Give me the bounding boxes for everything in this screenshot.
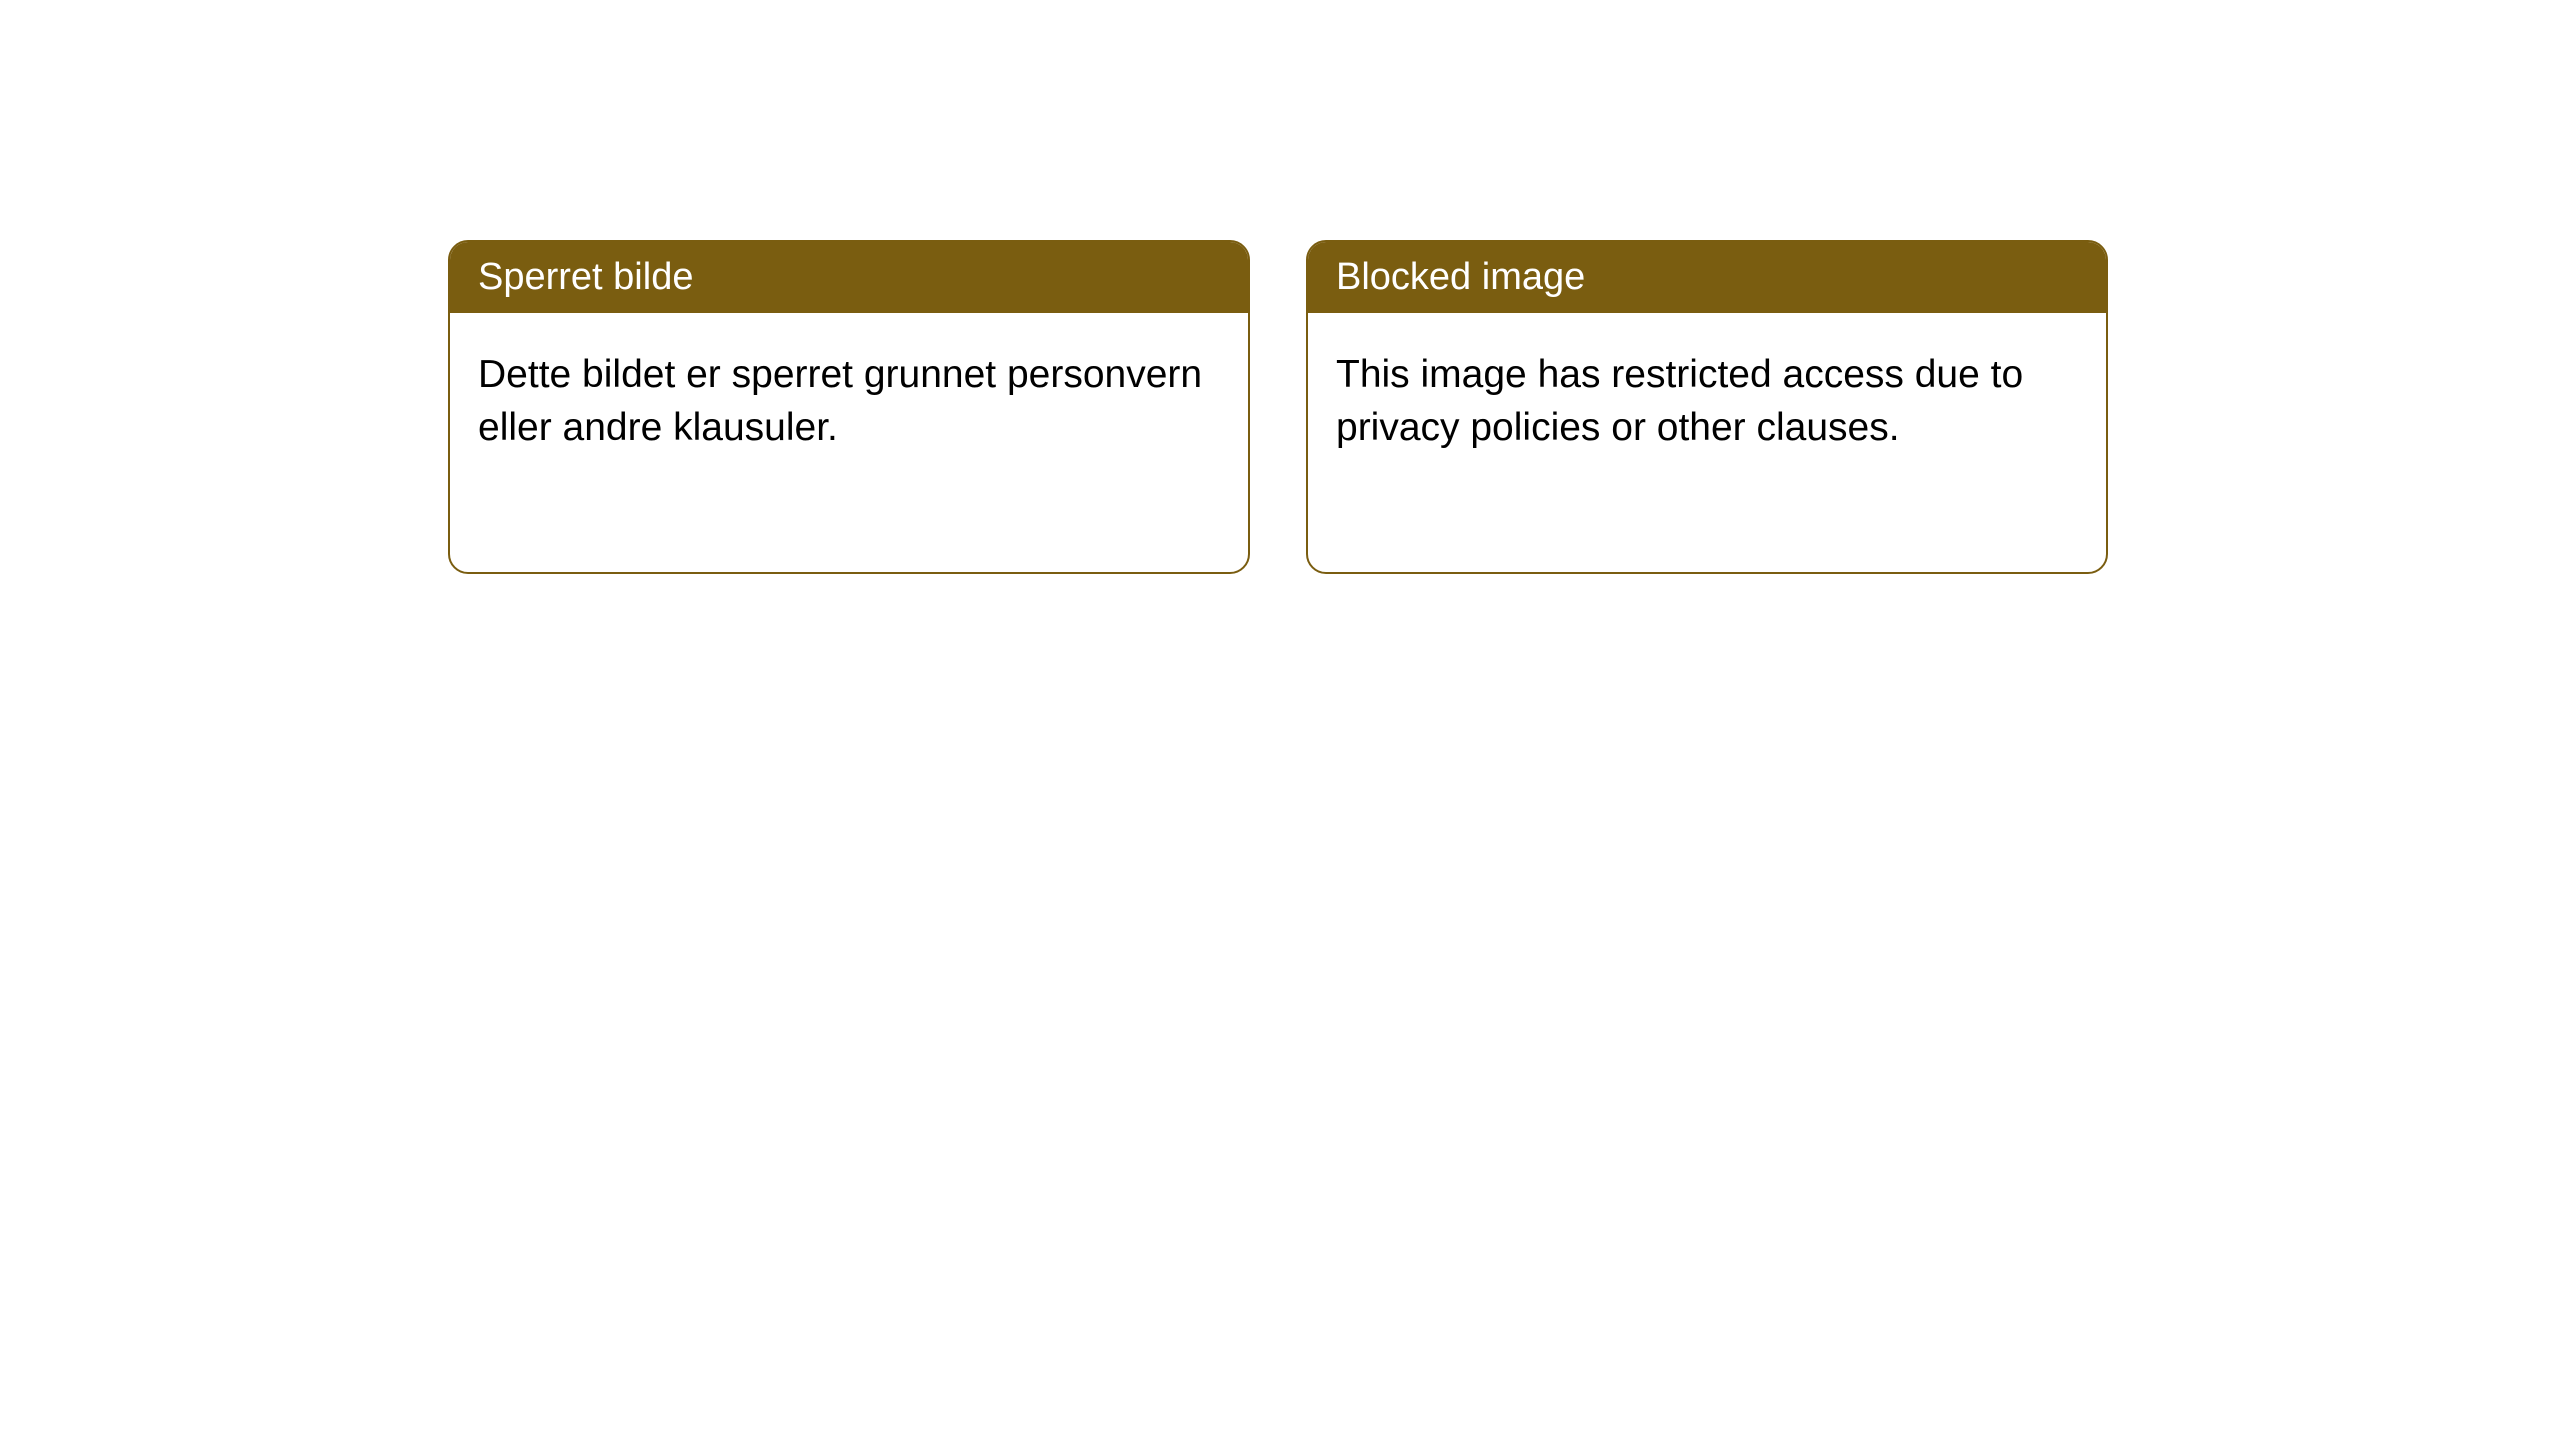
card-header-no: Sperret bilde [450,242,1248,313]
card-message-en: This image has restricted access due to … [1336,353,2023,449]
card-message-no: Dette bildet er sperret grunnet personve… [478,353,1202,449]
card-header-en: Blocked image [1308,242,2106,313]
card-body-no: Dette bildet er sperret grunnet personve… [450,313,1248,490]
blocked-image-card-no: Sperret bilde Dette bildet er sperret gr… [448,240,1250,574]
card-title-en: Blocked image [1336,256,1585,298]
card-title-no: Sperret bilde [478,256,693,298]
card-body-en: This image has restricted access due to … [1308,313,2106,490]
blocked-image-card-en: Blocked image This image has restricted … [1306,240,2108,574]
notice-container: Sperret bilde Dette bildet er sperret gr… [0,0,2560,814]
